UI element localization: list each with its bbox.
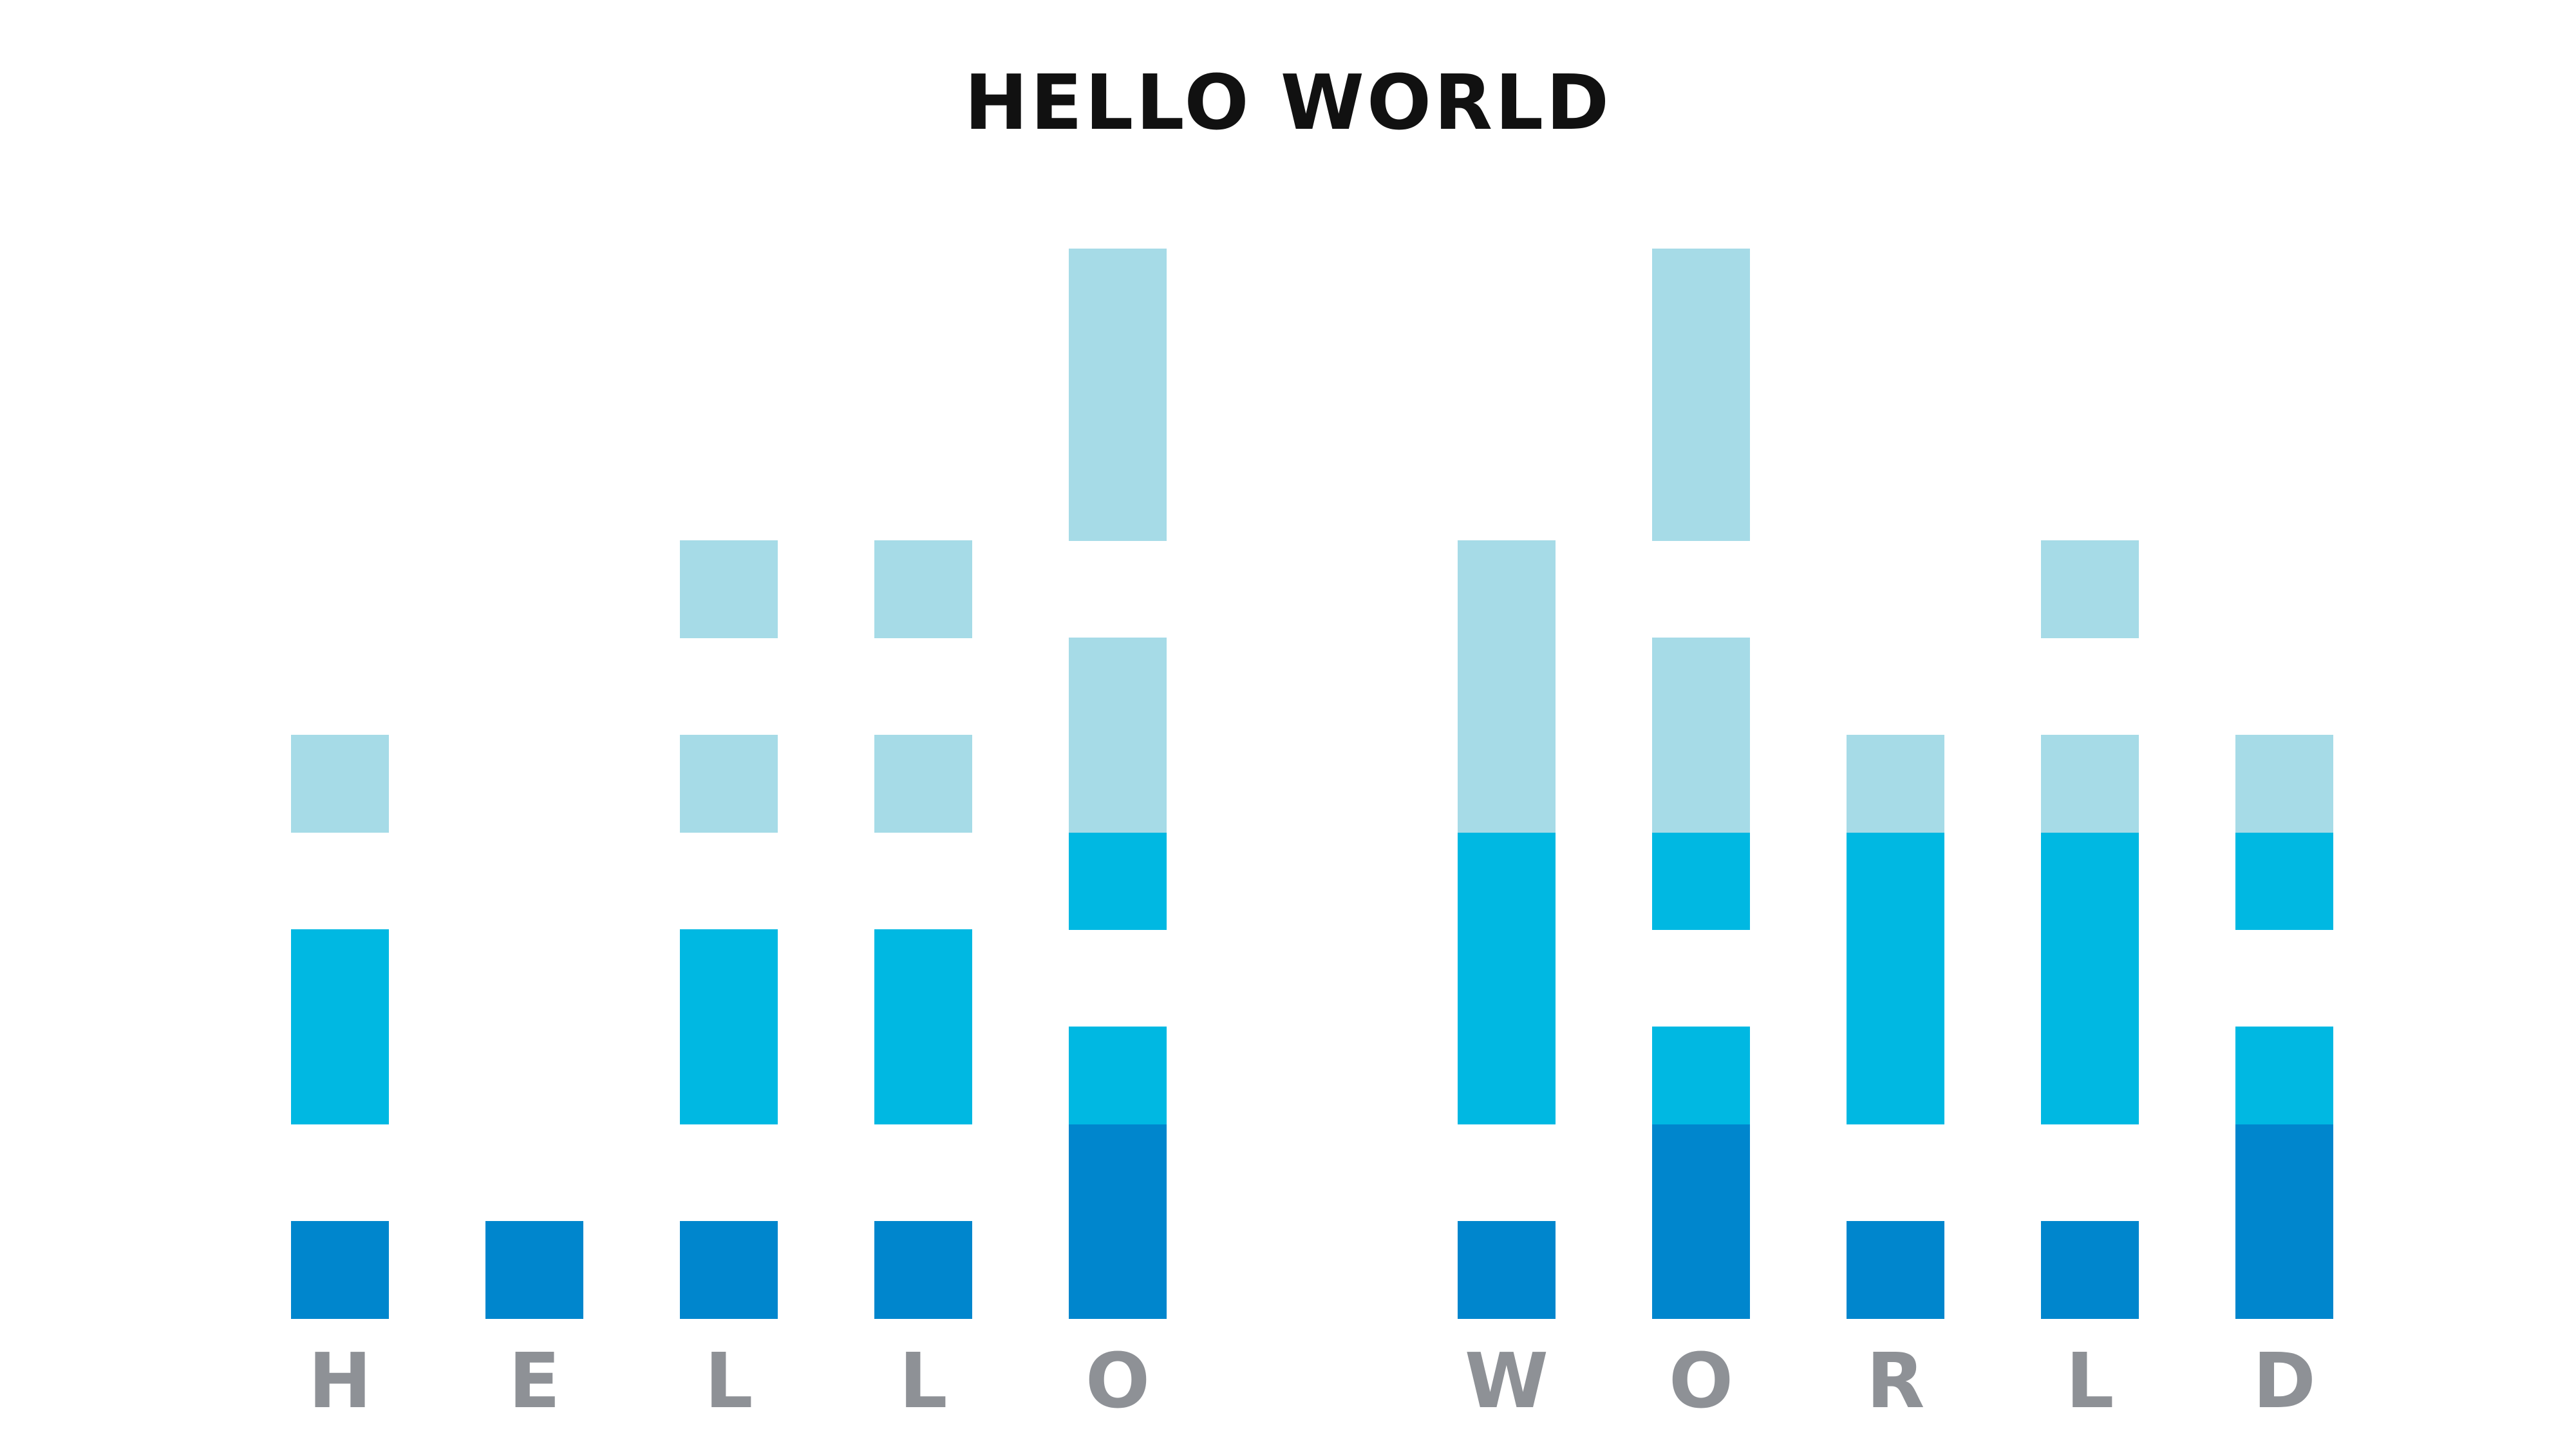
bar-block bbox=[1652, 832, 1750, 930]
bar-block bbox=[2235, 1027, 2333, 1124]
bar-block bbox=[1652, 1124, 1750, 1222]
x-tick-label: D bbox=[2253, 1336, 2316, 1425]
bar-block bbox=[291, 929, 389, 1027]
bar-block bbox=[1847, 832, 1944, 930]
bar-block bbox=[1458, 1221, 1556, 1319]
bar-block bbox=[680, 1221, 778, 1319]
bar-block bbox=[485, 1221, 583, 1319]
x-tick-label: L bbox=[2065, 1336, 2114, 1425]
bar-block bbox=[291, 1027, 389, 1124]
bar-block bbox=[291, 735, 389, 833]
x-tick-label: L bbox=[704, 1336, 753, 1425]
bar-block bbox=[680, 540, 778, 638]
bar-block bbox=[1458, 832, 1556, 930]
bar-block bbox=[680, 929, 778, 1027]
bar-block bbox=[1458, 735, 1556, 833]
bar-block bbox=[2041, 929, 2139, 1027]
bar-block bbox=[874, 929, 972, 1027]
bar-block bbox=[2235, 735, 2333, 833]
bar-block bbox=[2235, 1124, 2333, 1222]
bar-block bbox=[1847, 1221, 1944, 1319]
bar-block bbox=[2041, 540, 2139, 638]
x-tick-label: H bbox=[308, 1336, 372, 1425]
bar-block bbox=[1652, 346, 1750, 444]
x-tick-label: L bbox=[899, 1336, 947, 1425]
bar-block bbox=[1652, 1027, 1750, 1124]
bar-block bbox=[1069, 638, 1167, 735]
bar-block bbox=[1458, 638, 1556, 735]
bar-block bbox=[1069, 443, 1167, 541]
bar-block bbox=[2235, 832, 2333, 930]
bar-block bbox=[1069, 249, 1167, 346]
bar-block bbox=[2041, 1221, 2139, 1319]
x-tick-label: E bbox=[509, 1336, 561, 1425]
bar-block bbox=[1069, 1124, 1167, 1222]
bar-block bbox=[2041, 832, 2139, 930]
bar-block bbox=[680, 1027, 778, 1124]
chart-title: HELLO WORLD bbox=[964, 58, 1612, 147]
bar-block bbox=[1069, 735, 1167, 833]
bar-block bbox=[2235, 1221, 2333, 1319]
bar-block bbox=[1847, 1027, 1944, 1124]
bar-block bbox=[1652, 249, 1750, 346]
bar-block bbox=[874, 1027, 972, 1124]
bar-block bbox=[1069, 832, 1167, 930]
bar-block bbox=[874, 735, 972, 833]
bar-block bbox=[874, 1221, 972, 1319]
bar-block bbox=[1458, 540, 1556, 638]
x-tick-label: R bbox=[1866, 1336, 1925, 1425]
bar-block bbox=[1069, 1221, 1167, 1319]
bar-block bbox=[874, 540, 972, 638]
bar-block bbox=[2041, 1027, 2139, 1124]
bar-block bbox=[1458, 1027, 1556, 1124]
bar-block bbox=[1652, 735, 1750, 833]
bar-block bbox=[1652, 443, 1750, 541]
bar-block bbox=[1847, 735, 1944, 833]
bar-block bbox=[1069, 346, 1167, 444]
x-tick-label: O bbox=[1669, 1336, 1733, 1425]
bar-block bbox=[2041, 735, 2139, 833]
bar-block bbox=[1458, 929, 1556, 1027]
x-tick-label: O bbox=[1086, 1336, 1150, 1425]
x-tick-label: W bbox=[1465, 1336, 1548, 1425]
bar-block bbox=[1652, 638, 1750, 735]
bar-block bbox=[1847, 929, 1944, 1027]
bar-block bbox=[1652, 1221, 1750, 1319]
bar-block bbox=[680, 735, 778, 833]
bar-block bbox=[291, 1221, 389, 1319]
bar-block bbox=[1069, 1027, 1167, 1124]
